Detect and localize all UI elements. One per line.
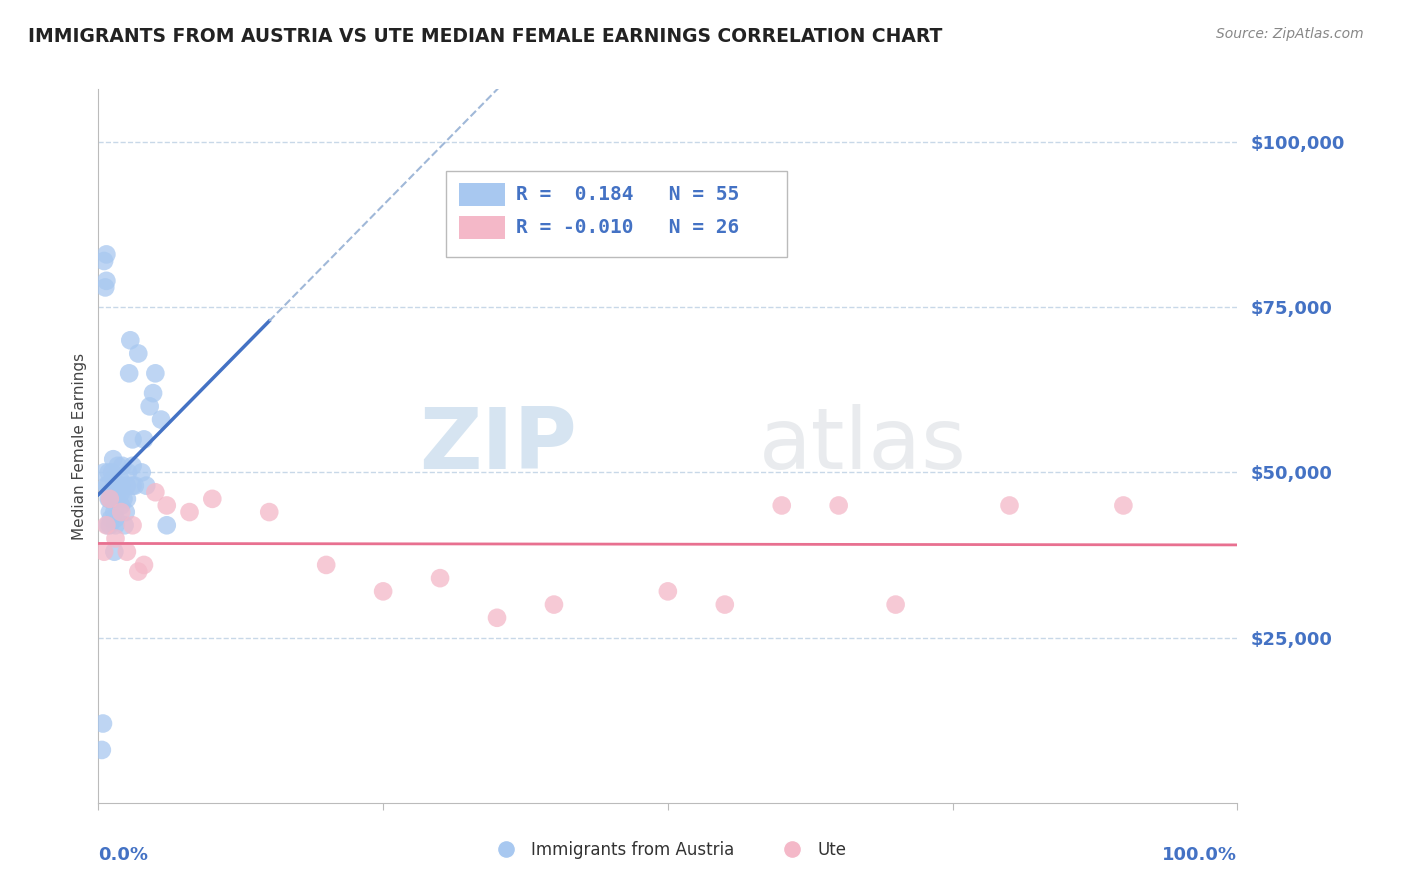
Point — [121, 458, 143, 473]
Point — [98, 505, 121, 519]
Point — [429, 571, 451, 585]
FancyBboxPatch shape — [446, 171, 787, 257]
Point — [100, 511, 122, 525]
Point — [98, 491, 121, 506]
Point — [828, 499, 851, 513]
Point — [90, 743, 112, 757]
Point — [315, 558, 337, 572]
Point — [96, 274, 118, 288]
Point — [259, 505, 281, 519]
Point — [127, 346, 149, 360]
Point — [97, 466, 120, 480]
Text: Source: ZipAtlas.com: Source: ZipAtlas.com — [1216, 27, 1364, 41]
Point — [108, 478, 131, 492]
Point — [105, 485, 128, 500]
Point — [110, 485, 132, 500]
Point — [998, 499, 1021, 513]
Point — [97, 491, 120, 506]
Text: 100.0%: 100.0% — [1163, 846, 1237, 863]
Point — [201, 491, 224, 506]
Point — [138, 400, 160, 414]
Text: R = -0.010   N = 26: R = -0.010 N = 26 — [516, 219, 740, 237]
Point — [118, 367, 141, 381]
Point — [103, 472, 125, 486]
Point — [486, 611, 509, 625]
FancyBboxPatch shape — [460, 216, 505, 239]
Point — [93, 466, 115, 480]
Point — [104, 518, 127, 533]
Y-axis label: Median Female Earnings: Median Female Earnings — [72, 352, 87, 540]
Point — [104, 511, 127, 525]
Point — [114, 505, 136, 519]
Point — [98, 518, 121, 533]
Point — [145, 367, 167, 381]
Text: IMMIGRANTS FROM AUSTRIA VS UTE MEDIAN FEMALE EARNINGS CORRELATION CHART: IMMIGRANTS FROM AUSTRIA VS UTE MEDIAN FE… — [28, 27, 942, 45]
Point — [115, 491, 138, 506]
Point — [117, 466, 139, 480]
Point — [103, 505, 125, 519]
Point — [96, 478, 118, 492]
Point — [135, 478, 157, 492]
Point — [127, 565, 149, 579]
Point — [96, 478, 118, 492]
Point — [96, 518, 118, 533]
Point — [145, 485, 167, 500]
Point — [371, 584, 394, 599]
Point — [111, 458, 134, 473]
Point — [110, 478, 132, 492]
Point — [105, 491, 128, 506]
Point — [104, 532, 127, 546]
Text: R =  0.184   N = 55: R = 0.184 N = 55 — [516, 185, 740, 203]
Point — [93, 545, 115, 559]
Point — [114, 518, 136, 533]
Point — [98, 491, 121, 506]
Point — [124, 478, 146, 492]
Point — [131, 466, 153, 480]
Point — [110, 505, 132, 519]
Point — [100, 485, 122, 500]
Text: atlas: atlas — [759, 404, 967, 488]
Point — [121, 518, 143, 533]
Point — [108, 472, 131, 486]
Point — [120, 333, 142, 347]
Point — [657, 584, 679, 599]
Point — [132, 558, 155, 572]
Point — [543, 598, 565, 612]
FancyBboxPatch shape — [460, 183, 505, 205]
Point — [112, 491, 135, 506]
Point — [121, 478, 143, 492]
Point — [93, 254, 115, 268]
Point — [770, 499, 793, 513]
Text: ZIP: ZIP — [419, 404, 576, 488]
Point — [1112, 499, 1135, 513]
Point — [156, 499, 179, 513]
Point — [103, 545, 125, 559]
Point — [115, 545, 138, 559]
Point — [132, 433, 155, 447]
Point — [884, 598, 907, 612]
Point — [91, 716, 114, 731]
Point — [156, 518, 179, 533]
Point — [101, 491, 124, 506]
Point — [150, 412, 173, 426]
Point — [96, 247, 118, 261]
Point — [94, 280, 117, 294]
Point — [103, 452, 125, 467]
Point — [101, 466, 124, 480]
Point — [121, 433, 143, 447]
Point — [110, 499, 132, 513]
Point — [107, 458, 129, 473]
Legend: Immigrants from Austria, Ute: Immigrants from Austria, Ute — [482, 835, 853, 866]
Point — [142, 386, 165, 401]
Point — [96, 518, 118, 533]
Point — [179, 505, 201, 519]
Point — [115, 478, 138, 492]
Text: 0.0%: 0.0% — [98, 846, 149, 863]
Point — [714, 598, 737, 612]
